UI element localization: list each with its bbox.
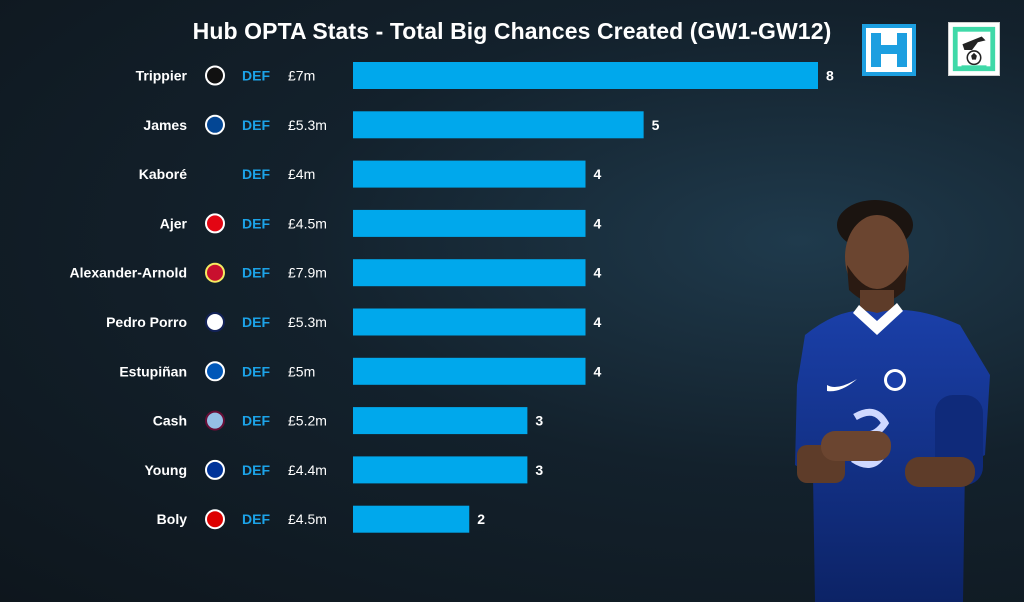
price-label: £4.5m — [288, 511, 327, 527]
position-label: DEF — [242, 215, 270, 231]
bar-value-label: 4 — [594, 314, 602, 330]
position-label: DEF — [242, 363, 270, 379]
player-name-label: Trippier — [136, 68, 188, 84]
player-name-label: Boly — [157, 511, 188, 527]
price-label: £5.2m — [288, 413, 327, 429]
bar — [353, 505, 470, 533]
bar — [353, 407, 528, 435]
price-label: £5.3m — [288, 314, 327, 330]
tottenham-crest-icon — [205, 312, 225, 332]
position-label: DEF — [242, 511, 270, 527]
position-label: DEF — [242, 413, 270, 429]
chelsea-crest-icon — [205, 114, 225, 135]
bar-value-label: 8 — [826, 68, 834, 84]
brentford-crest-icon — [205, 213, 225, 234]
bar-value-label: 3 — [535, 413, 543, 429]
liverpool-crest-icon — [205, 262, 225, 283]
bar — [353, 308, 586, 336]
player-name-label: Cash — [153, 413, 187, 429]
player-name-label: Kaboré — [139, 166, 187, 182]
price-label: £7.9m — [288, 265, 327, 281]
player-name-label: Young — [144, 462, 187, 478]
bar-value-label: 4 — [594, 215, 602, 231]
price-label: £5.3m — [288, 117, 327, 133]
aston-villa-crest-icon — [205, 410, 225, 431]
bar — [353, 357, 586, 385]
bar-value-label: 4 — [594, 363, 602, 379]
price-label: £4.5m — [288, 215, 327, 231]
bar-value-label: 4 — [594, 166, 602, 182]
position-label: DEF — [242, 314, 270, 330]
player-name-label: James — [143, 117, 187, 133]
position-label: DEF — [242, 265, 270, 281]
bar — [353, 259, 586, 287]
nottingham-forest-crest-icon — [205, 509, 225, 530]
position-label: DEF — [242, 68, 270, 84]
player-name-label: Ajer — [160, 215, 188, 231]
chart-title: Hub OPTA Stats - Total Big Chances Creat… — [192, 18, 832, 44]
bar — [353, 111, 644, 139]
price-label: £4m — [288, 166, 315, 182]
player-name-label: Estupiñan — [119, 363, 187, 379]
bar-value-label: 2 — [477, 511, 485, 527]
bar-value-label: 4 — [594, 265, 602, 281]
bar — [353, 62, 818, 89]
bar-value-label: 5 — [652, 117, 660, 133]
bar — [353, 209, 586, 237]
price-label: £5m — [288, 363, 315, 379]
football-badge-icon — [948, 22, 1000, 76]
position-label: DEF — [242, 462, 270, 478]
player-name-label: Alexander-Arnold — [70, 265, 187, 281]
bar-value-label: 3 — [535, 462, 543, 478]
bar — [353, 160, 586, 188]
hub-logo-icon — [862, 24, 916, 76]
player-photo — [795, 200, 990, 602]
newcastle-crest-icon — [205, 65, 225, 86]
player-name-label: Pedro Porro — [106, 314, 187, 330]
price-label: £4.4m — [288, 462, 327, 478]
position-label: DEF — [242, 166, 270, 182]
everton-crest-icon — [205, 459, 225, 480]
brighton-crest-icon — [205, 361, 225, 382]
position-label: DEF — [242, 117, 270, 133]
price-label: £7m — [288, 68, 315, 84]
bar — [353, 456, 528, 484]
